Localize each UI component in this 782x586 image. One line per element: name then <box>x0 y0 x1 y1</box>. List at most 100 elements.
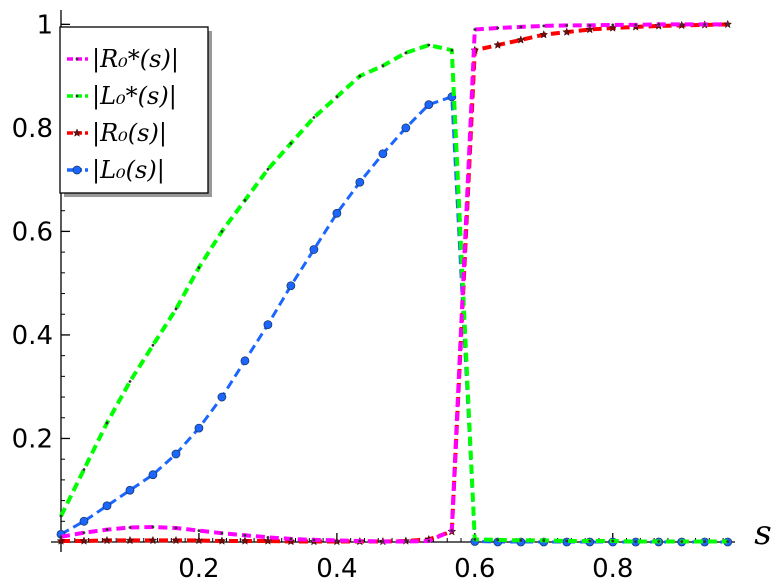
data-point <box>381 64 385 68</box>
x-axis-label: s <box>754 513 771 553</box>
data-point <box>496 538 500 542</box>
data-point <box>634 540 638 543</box>
series-0 <box>59 22 730 544</box>
data-point <box>125 485 135 495</box>
x-tick-label: 0.8 <box>592 554 633 584</box>
data-point <box>450 529 454 533</box>
data-point <box>194 535 204 545</box>
legend-label: |R₀*(s)| <box>92 45 179 74</box>
data-point <box>424 100 434 109</box>
data-point <box>585 24 595 34</box>
data-point <box>565 539 569 543</box>
y-tick-label: 0.2 <box>12 424 53 454</box>
data-point <box>358 74 362 78</box>
data-point <box>105 528 109 531</box>
series-1 <box>59 43 730 544</box>
x-tick-label: 0.4 <box>316 554 357 584</box>
data-point <box>378 149 388 159</box>
data-point <box>427 539 431 543</box>
data-point <box>519 25 523 29</box>
data-point <box>427 43 431 47</box>
data-point <box>332 208 342 218</box>
plot-area <box>56 19 733 547</box>
data-point <box>309 245 319 254</box>
legend-label: |L₀*(s)| <box>92 82 177 111</box>
series-line <box>59 43 728 544</box>
data-point <box>59 535 63 539</box>
data-point <box>588 539 592 543</box>
data-point <box>680 22 684 26</box>
data-point <box>174 307 178 311</box>
data-point <box>703 22 707 26</box>
data-point <box>335 95 339 99</box>
data-point <box>102 535 112 545</box>
data-point <box>473 538 477 541</box>
data-point <box>151 525 155 529</box>
x-tick-label: 0.6 <box>454 554 495 584</box>
data-point <box>634 23 638 27</box>
legend-label: |L₀(s)| <box>92 156 165 185</box>
data-point <box>312 538 316 542</box>
data-point <box>312 116 316 119</box>
x-tick-label: 0.2 <box>178 554 219 584</box>
data-point <box>539 30 549 39</box>
data-point <box>516 35 526 44</box>
data-point <box>171 535 181 545</box>
data-point <box>355 177 365 187</box>
data-point <box>217 392 227 402</box>
data-point <box>102 501 112 511</box>
data-point <box>703 540 707 543</box>
y-tick-label: 1 <box>36 10 53 40</box>
data-point <box>496 26 500 30</box>
data-point <box>542 539 546 542</box>
y-tick-label: 0.8 <box>12 114 53 144</box>
data-point <box>381 540 385 543</box>
data-point <box>726 22 730 26</box>
data-point <box>401 123 411 133</box>
data-point <box>128 380 132 383</box>
data-point <box>266 167 270 171</box>
legend-box <box>59 26 209 194</box>
data-point <box>56 536 66 545</box>
data-point <box>263 320 273 329</box>
data-point <box>289 142 293 145</box>
data-point <box>148 535 158 545</box>
data-point <box>82 468 86 471</box>
data-point <box>105 421 109 425</box>
data-point <box>148 470 158 480</box>
data-point <box>220 531 224 535</box>
data-point <box>79 516 89 526</box>
data-point <box>197 266 201 270</box>
data-point <box>611 539 615 543</box>
data-point <box>240 536 250 545</box>
data-point <box>404 51 408 55</box>
data-point <box>243 198 247 202</box>
data-point <box>82 531 86 535</box>
data-point <box>588 23 592 27</box>
data-point <box>562 27 572 36</box>
data-point <box>358 539 362 543</box>
data-point <box>243 533 247 537</box>
data-point <box>611 23 615 27</box>
data-point <box>286 281 296 291</box>
data-point <box>128 526 132 529</box>
data-point <box>404 540 408 543</box>
data-point <box>519 539 523 542</box>
data-point <box>542 24 546 28</box>
data-point <box>220 230 224 233</box>
series-line <box>60 22 728 544</box>
data-point <box>171 449 181 459</box>
data-point <box>335 539 339 542</box>
data-point <box>473 28 477 31</box>
data-point <box>657 22 661 26</box>
legend: |R₀*(s)| |L₀*(s)| |R₀(s)| |L₀(s)| <box>59 26 212 197</box>
data-point <box>151 343 155 347</box>
data-point <box>263 536 273 545</box>
data-point <box>72 165 82 175</box>
data-point <box>450 48 454 52</box>
data-point <box>565 23 569 27</box>
legend-label: |R₀(s)| <box>92 119 167 148</box>
data-point <box>240 356 250 366</box>
data-point <box>493 40 503 49</box>
